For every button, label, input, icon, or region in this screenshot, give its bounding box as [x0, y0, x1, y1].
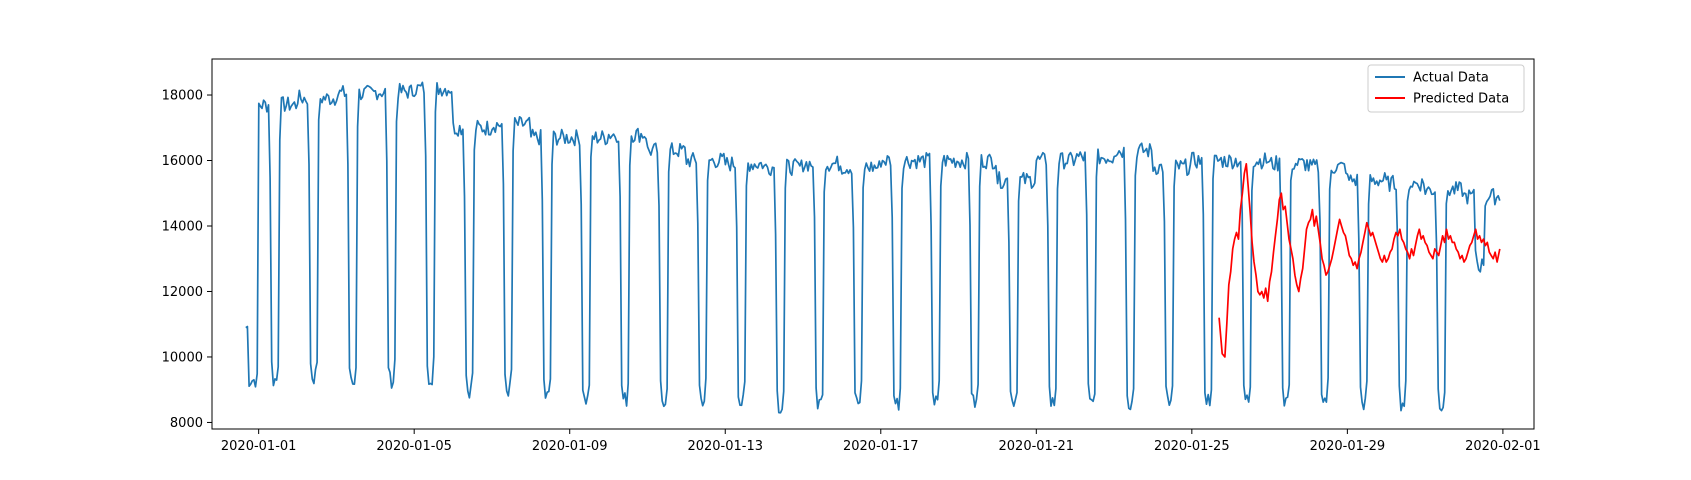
legend-label-actual: Actual Data	[1413, 71, 1489, 86]
plot-area	[211, 58, 1535, 430]
x-tick-label: 2020-01-01	[221, 439, 297, 454]
series-line-predicted	[1218, 162, 1501, 358]
legend-box	[1367, 64, 1525, 113]
x-tick-label: 2020-01-05	[376, 439, 452, 454]
x-tick-label: 2020-01-13	[687, 439, 763, 454]
legend-label-predicted: Predicted Data	[1413, 92, 1509, 107]
legend: Actual Data Predicted Data	[1367, 64, 1525, 113]
x-tick-label: 2020-01-09	[532, 439, 608, 454]
x-tick-label: 2020-02-01	[1465, 439, 1541, 454]
x-tick-label: 2020-01-29	[1310, 439, 1386, 454]
x-tick-label: 2020-01-17	[843, 439, 919, 454]
y-tick-label: 14000	[162, 219, 203, 234]
y-tick-label: 18000	[162, 89, 203, 104]
x-axis: 2020-01-01 2020-01-05 2020-01-09 2020-01-13…	[221, 429, 1541, 454]
y-tick-label: 16000	[162, 154, 203, 169]
x-tick-label: 2020-01-21	[999, 439, 1075, 454]
y-tick-label: 8000	[170, 416, 203, 431]
y-tick-label: 10000	[162, 350, 203, 365]
axes-frame	[211, 58, 1535, 430]
series-line-actual	[245, 81, 1501, 414]
series-layer	[245, 81, 1501, 414]
y-tick-label: 12000	[162, 285, 203, 300]
x-tick-label: 2020-01-25	[1154, 439, 1230, 454]
y-axis: 8000 10000 12000 14000 16000 18000	[162, 89, 212, 431]
